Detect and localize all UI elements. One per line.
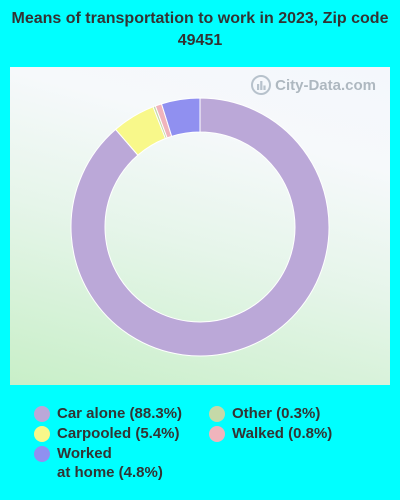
legend: Car alone (88.3%) Other (0.3%) Carpooled…	[0, 400, 400, 500]
legend-label: Other (0.3%)	[232, 405, 321, 422]
legend-item: Car alone (88.3%)	[34, 404, 182, 423]
legend-item: Carpooled (5.4%)	[34, 424, 180, 443]
legend-label: Car alone (88.3%)	[57, 405, 183, 422]
donut-chart	[70, 97, 330, 357]
legend-label: Worked at home (4.8%)	[57, 445, 163, 481]
city-data-logo-icon	[251, 75, 272, 95]
legend-item: Other (0.3%)	[209, 404, 320, 423]
legend-label: Carpooled (5.4%)	[57, 425, 180, 442]
donut-slice	[160, 97, 201, 137]
legend-item: Worked at home (4.8%)	[34, 444, 163, 482]
legend-item: Walked (0.8%)	[209, 424, 332, 443]
watermark-text: City-Data.com	[275, 76, 376, 94]
legend-swatch	[34, 446, 50, 462]
legend-swatch	[209, 426, 225, 442]
donut-slice	[70, 97, 330, 357]
plot-area: City-Data.com	[10, 67, 390, 385]
watermark: City-Data.com	[251, 75, 376, 95]
chart-title: Means of transportation to work in 2023,…	[11, 10, 389, 49]
legend-swatch	[209, 406, 225, 422]
legend-swatch	[34, 426, 50, 442]
legend-label: Walked (0.8%)	[232, 425, 333, 442]
legend-swatch	[34, 406, 50, 422]
